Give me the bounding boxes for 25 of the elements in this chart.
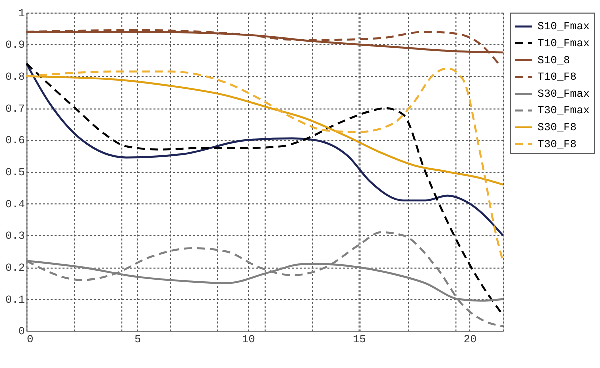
x-tick-label: 10 (242, 334, 256, 347)
y-tick-label: 1 (18, 8, 26, 20)
legend-label: T10_Fmax (538, 38, 590, 51)
y-tick-label: 0.6 (6, 136, 26, 148)
y-tick-label: 0.9 (6, 40, 26, 52)
y-tick-label: 0.5 (6, 168, 26, 180)
y-tick-label: 0.4 (6, 199, 26, 212)
y-tick-label: 0.1 (6, 294, 26, 307)
y-tick-label: 0.2 (6, 262, 26, 275)
legend-label: S10_8 (538, 55, 570, 68)
legend-label: S10_Fmax (538, 22, 590, 34)
x-tick-label: 5 (134, 334, 142, 347)
line-series (26, 62, 504, 237)
y-tick-label: 0.3 (6, 231, 26, 244)
x-tick-label: 15 (353, 334, 366, 347)
y-tick-label: 0.8 (6, 72, 26, 84)
legend-label: S30_Fmax (538, 88, 590, 101)
x-tick-label: 20 (464, 334, 477, 347)
legend-label: T30_Fmax (538, 106, 590, 118)
legend-label: T30_F8 (538, 139, 577, 152)
y-tick-label: 0.7 (6, 104, 26, 116)
y-tick-label: 0 (18, 326, 26, 339)
legend-label: T10_F8 (538, 72, 577, 84)
legend-label: S30_F8 (538, 122, 577, 135)
x-tick-label: 0 (27, 334, 34, 347)
